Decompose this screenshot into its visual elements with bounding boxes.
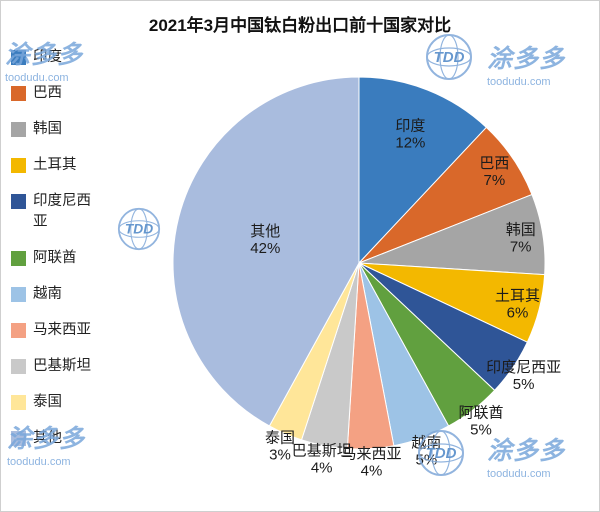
legend-item-马来西亚: 马来西亚 — [11, 320, 99, 341]
legend-label: 韩国 — [33, 121, 62, 137]
slice-label-印度尼西亚: 印度尼西亚 5% — [486, 359, 561, 393]
legend-item-巴基斯坦: 巴基斯坦 — [11, 356, 99, 377]
legend-item-土耳其: 土耳其 — [11, 155, 99, 176]
slice-label-印度: 印度 12% — [395, 117, 425, 151]
legend-swatch — [11, 251, 26, 266]
chart-title: 2021年3月中国钛白粉出口前十国家对比 — [148, 16, 452, 35]
legend-label: 其他 — [33, 430, 62, 446]
slice-label-泰国: 泰国 3% — [265, 430, 295, 464]
legend-item-印度尼西亚: 印度尼西亚 — [11, 191, 99, 233]
legend-swatch — [11, 431, 26, 446]
legend-swatch — [11, 287, 26, 302]
legend-item-阿联酋: 阿联酋 — [11, 248, 99, 269]
watermark-site: toodudu.com — [7, 456, 71, 468]
pie-chart: 印度 12% 巴西 7% 韩国 7% 土耳其 6% 印度尼西亚 5% 阿联酋 5% 越南 5% 马来西亚 4%… — [172, 76, 561, 480]
legend-item-其他: 其他 — [11, 428, 99, 449]
legend-swatch — [11, 86, 26, 101]
pie-slice-印度 — [358, 76, 488, 265]
legend-label: 巴西 — [33, 85, 62, 101]
legend-item-印度: 印度 — [11, 47, 99, 68]
slice-label-阿联酋: 阿联酋 5% — [458, 403, 503, 438]
legend-label: 阿联酋 — [33, 250, 77, 266]
legend-swatch — [11, 122, 26, 137]
slice-label-巴基斯坦: 巴基斯坦 4% — [292, 443, 352, 477]
legend-label: 越南 — [33, 286, 62, 302]
slice-label-韩国: 韩国 7% — [506, 221, 536, 255]
legend-item-巴西: 巴西 — [11, 83, 99, 104]
legend-label: 泰国 — [33, 394, 62, 410]
slice-label-土耳其: 土耳其 6% — [495, 288, 540, 322]
legend-label: 印度尼西亚 — [33, 193, 91, 230]
legend-label: 土耳其 — [33, 157, 77, 173]
legend-item-越南: 越南 — [11, 284, 99, 305]
legend-swatch — [11, 323, 26, 338]
legend-label: 巴基斯坦 — [33, 358, 91, 374]
legend-item-泰国: 泰国 — [11, 392, 99, 413]
legend-swatch — [11, 50, 26, 65]
legend-swatch — [11, 359, 26, 374]
legend-swatch — [11, 194, 26, 209]
slice-label-巴西: 巴西 7% — [479, 155, 509, 189]
legend-swatch — [11, 158, 26, 173]
legend-item-韩国: 韩国 — [11, 119, 99, 140]
slice-label-其他: 其他 42% — [250, 223, 280, 257]
pie-slice-其他 — [172, 76, 360, 427]
slice-label-越南: 越南 5% — [411, 434, 441, 468]
legend: 印度巴西韩国土耳其印度尼西亚阿联酋越南马来西亚巴基斯坦泰国其他 — [11, 47, 99, 449]
legend-label: 印度 — [33, 49, 62, 65]
slice-label-马来西亚: 马来西亚 4% — [341, 446, 401, 480]
legend-swatch — [11, 395, 26, 410]
legend-label: 马来西亚 — [33, 322, 91, 338]
